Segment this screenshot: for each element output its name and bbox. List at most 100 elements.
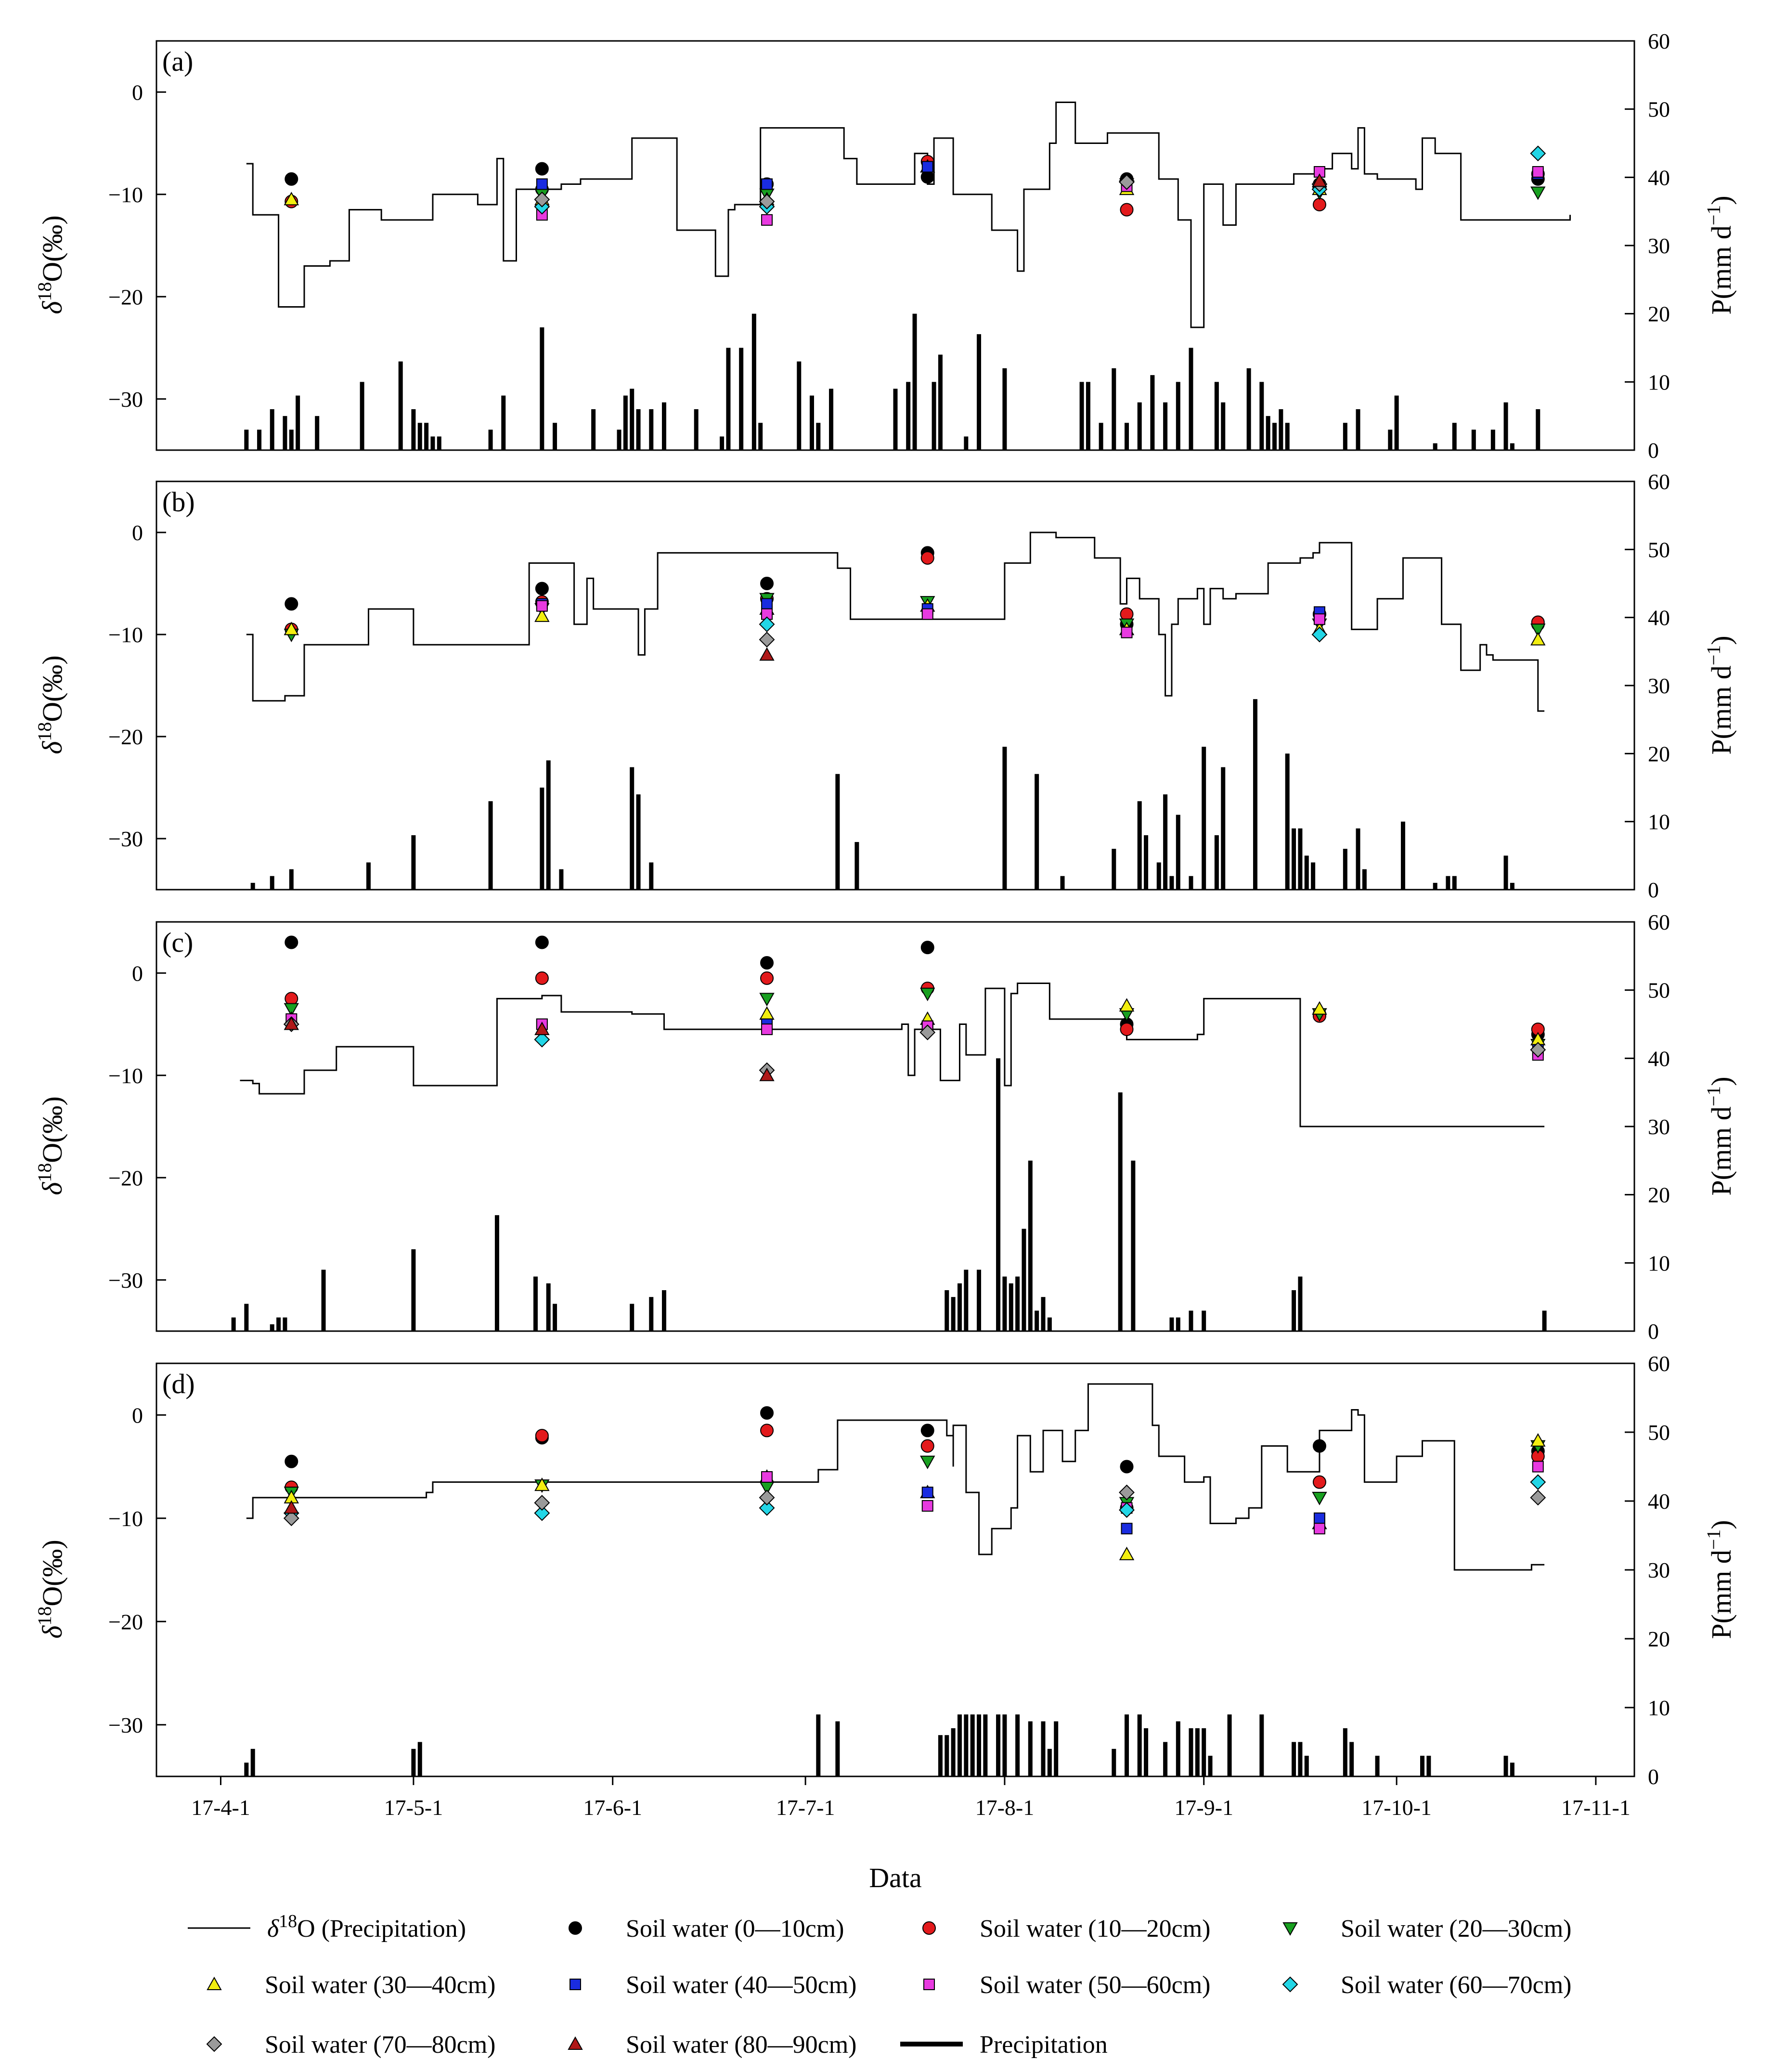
precip-bar [938,354,943,450]
soil-water-point-d5 [1532,1461,1544,1473]
soil-water-point-d1 [535,1429,549,1443]
precip-bar [1471,429,1476,450]
precip-bar [546,760,551,890]
y-right-title-sup: −1 [1703,1529,1724,1550]
precip-bar [553,1304,557,1331]
precip-bar [951,1728,956,1776]
precip-bar [1426,1756,1431,1776]
legend-label-d4: Soil water (40—50cm) [626,1971,856,1999]
y-right-tick-label: 30 [1648,673,1670,698]
precip-bar [964,1269,969,1331]
precip-bar [1169,876,1174,890]
precip-bar [1015,1276,1020,1331]
precip-bar [1054,1721,1059,1776]
y-right-tick-label: 0 [1648,878,1659,902]
precipitation-bars [231,1058,1547,1331]
y-left-tick-label: 0 [132,80,143,104]
y-left-tick-label: −20 [108,725,143,749]
precip-bar [533,1276,538,1331]
precipitation-bars [250,699,1514,890]
precip-bar [951,1297,956,1331]
precip-bar [996,1714,1001,1776]
soil-water-point-d7 [919,1024,936,1040]
soil-water-point-d7 [1119,1484,1135,1501]
y-left-tick-label: −30 [108,387,143,412]
y-right-tick-label: 40 [1648,1046,1670,1071]
precip-bar [501,395,506,450]
y-right-title-text: P(mm d [1706,225,1737,314]
precip-bar [1298,1742,1303,1776]
precip-bar [1503,1756,1508,1776]
precip-bar [1510,443,1514,450]
soil-water-point-d5 [1313,613,1325,625]
soil-water-point-d8 [284,1500,299,1514]
soil-water-point-d8 [759,1067,775,1081]
precip-bar [1137,1714,1142,1776]
precip-bar [1420,1756,1425,1776]
precip-bar [411,409,416,450]
y-left-tick-label: −30 [108,827,143,851]
precip-bar [244,429,249,450]
y-right-tick-label: 0 [1648,1764,1659,1789]
legend-marker-d0 [569,1921,582,1935]
panel-d: 0 −10 −20 −30 0 10 20 30 40 50 60 (d) δ18O(‰) P(mm d−… [34,1351,1737,1789]
precip-bar [945,1290,949,1331]
soil-water-point-d3 [284,622,299,635]
precip-bar [315,416,320,450]
precip-bar [694,409,699,450]
soil-water-points [284,546,1546,661]
precip-bar [244,1762,249,1776]
precip-bar [296,395,300,450]
precip-bar [1002,368,1007,450]
precip-bar [321,1269,326,1331]
soil-water-point-d5 [761,1023,773,1036]
x-tick-label: 17-7-1 [776,1795,835,1820]
y-right-tick-label: 60 [1648,469,1670,494]
legend-marker-d4 [569,1979,581,1990]
precip-bar [1002,1714,1007,1776]
precip-bar [938,1735,943,1776]
soil-water-point-d3 [1312,1001,1327,1015]
precip-bar [1349,1742,1354,1776]
precip-bar [630,1304,634,1331]
soil-water-point-d4 [1313,1512,1325,1524]
soil-water-point-d2 [920,987,935,1001]
precip-bar [1202,747,1206,890]
plot-frame [155,480,1635,891]
soil-water-point-d0 [760,1406,774,1420]
precip-bar [1298,1276,1303,1331]
soil-water-point-d3 [1530,1433,1546,1447]
precip-bar [977,1269,982,1331]
soil-water-point-d1 [285,992,298,1006]
panel-c: 0 −10 −20 −30 0 10 20 30 40 50 60 (c) δ18O(‰) P(mm d−… [34,910,1737,1344]
precip-bar [591,409,596,450]
y-right-axis-title: P(mm d−1) [1703,195,1737,314]
precip-bar [1400,821,1405,890]
y-right-tick-label: 20 [1648,1627,1670,1651]
y-left-tick-label: 0 [132,961,143,985]
precip-bar [1028,1160,1033,1331]
panel-label: (a) [162,46,193,77]
precip-bar [1446,876,1450,890]
soil-water-point-d2 [759,993,775,1007]
precip-bar [559,869,564,890]
y-right-title-text: P(mm d [1706,1106,1737,1195]
y-left-tick-label: 0 [132,520,143,545]
y-left-title-text: O(‰) [37,1096,68,1163]
d18o-precip-line [246,1383,1545,1571]
precip-bar [617,429,621,450]
precip-bar [1112,368,1116,450]
precip-bar [1202,1728,1206,1776]
soil-water-point-d8 [284,1016,299,1030]
precip-bar [488,429,493,450]
soil-water-point-d1 [1120,607,1134,621]
soil-water-point-d6 [759,1500,775,1516]
precip-bar [1433,443,1437,450]
y-left-title-symbol: δ [37,1182,68,1195]
precip-bar [1503,855,1508,890]
precip-bar [1246,368,1251,450]
precip-bar [957,1283,962,1331]
legend-d18o-text: O (Precipitation) [297,1915,466,1942]
soil-water-point-d1 [535,971,549,985]
soil-water-point-d0 [535,935,549,949]
